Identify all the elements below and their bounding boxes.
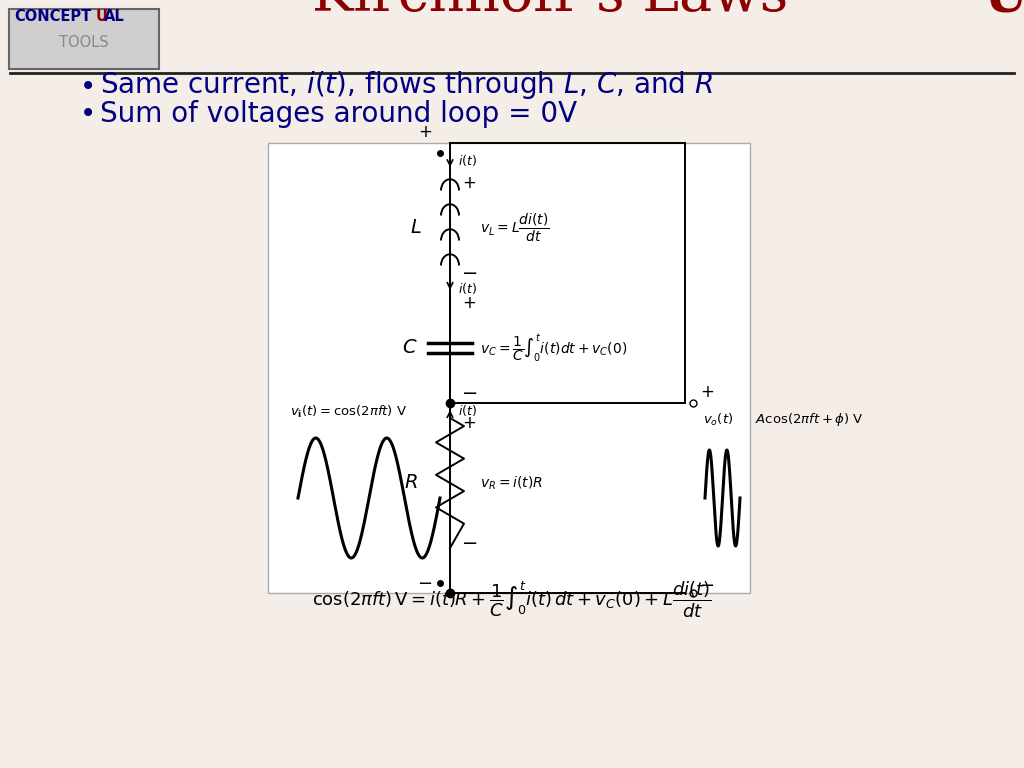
Text: •: • <box>80 100 96 128</box>
Text: $v_{\mathbf{i}}(t) = \cos(2\pi ft)\ \mathrm{V}$: $v_{\mathbf{i}}(t) = \cos(2\pi ft)\ \mat… <box>291 404 408 420</box>
Text: $i(t)$: $i(t)$ <box>458 403 477 418</box>
Text: $v_o(t)$: $v_o(t)$ <box>703 412 733 428</box>
Text: +: + <box>418 123 432 141</box>
Text: CONCEPT: CONCEPT <box>14 9 91 24</box>
Text: $L$: $L$ <box>411 219 422 237</box>
Text: −: − <box>462 534 478 552</box>
Text: U: U <box>96 9 108 24</box>
Text: −: − <box>462 263 478 283</box>
Text: U: U <box>983 0 1024 23</box>
Text: $\cos(2\pi ft)\,\mathrm{V} = i(t)R + \dfrac{1}{C}\int_0^t i(t)\,dt + v_C(0) + L\: $\cos(2\pi ft)\,\mathrm{V} = i(t)R + \df… <box>312 580 712 620</box>
Text: −: − <box>699 577 715 595</box>
FancyBboxPatch shape <box>268 143 750 593</box>
Text: +: + <box>462 414 476 432</box>
Text: •: • <box>80 73 96 101</box>
Text: $v_R = i(t)R$: $v_R = i(t)R$ <box>480 475 543 492</box>
Text: Sum of voltages around loop = 0V: Sum of voltages around loop = 0V <box>100 100 578 128</box>
Text: $v_L = L\dfrac{di(t)}{dt}$: $v_L = L\dfrac{di(t)}{dt}$ <box>480 212 550 244</box>
Text: −: − <box>418 575 432 593</box>
Text: +: + <box>700 383 714 401</box>
Text: Kirchhoff’s Laws: Kirchhoff’s Laws <box>312 0 788 23</box>
Text: $C$: $C$ <box>402 339 418 357</box>
Text: TOOLS: TOOLS <box>59 35 109 50</box>
Text: $R$: $R$ <box>404 474 418 492</box>
Text: −: − <box>462 383 478 402</box>
FancyBboxPatch shape <box>9 9 159 69</box>
Text: AL: AL <box>104 9 125 24</box>
Text: Same current, $i(t)$, flows through $L$, $C$, and $R$: Same current, $i(t)$, flows through $L$,… <box>100 69 713 101</box>
Text: $A\cos(2\pi ft + \phi)\ \mathrm{V}$: $A\cos(2\pi ft + \phi)\ \mathrm{V}$ <box>755 411 864 428</box>
Text: $i(t)$: $i(t)$ <box>458 280 477 296</box>
Text: +: + <box>462 174 476 192</box>
Text: +: + <box>462 294 476 312</box>
Text: $i(t)$: $i(t)$ <box>458 153 477 168</box>
Text: $v_C = \dfrac{1}{C}\int_0^t i(t)dt + v_C(0)$: $v_C = \dfrac{1}{C}\int_0^t i(t)dt + v_C… <box>480 332 628 364</box>
